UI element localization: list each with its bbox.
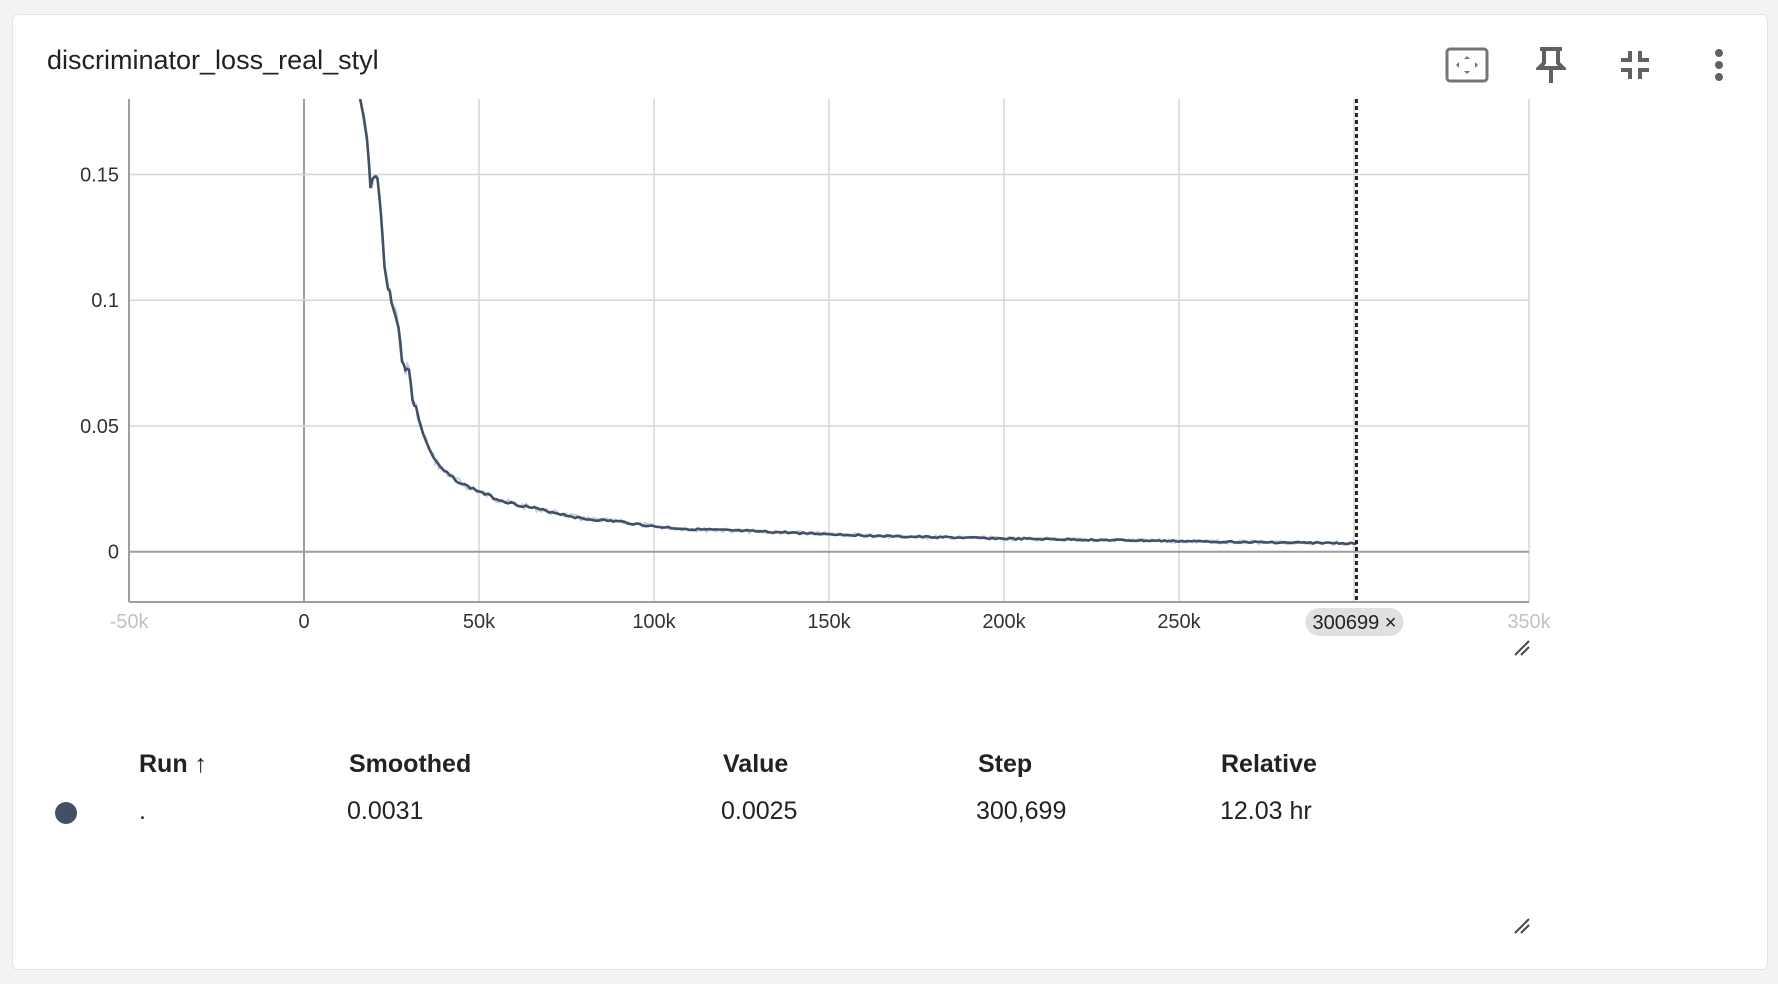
header-relative[interactable]: Relative	[1221, 750, 1317, 778]
y-tick-label: 0	[108, 542, 119, 564]
cell-relative: 12.03 hr	[1220, 797, 1312, 825]
raw-series-line	[359, 99, 1356, 547]
y-tick-label: 0.1	[91, 290, 119, 312]
header-step[interactable]: Step	[978, 750, 1033, 778]
more-vert-icon	[1715, 49, 1723, 81]
x-tick-label: -50k	[110, 611, 150, 633]
fit-domain-button[interactable]	[1445, 43, 1489, 87]
header-value[interactable]: Value	[723, 750, 789, 778]
resize-handle-chart-icon[interactable]	[1511, 637, 1531, 657]
cell-run: .	[139, 797, 146, 825]
card-title: discriminator_loss_real_styl	[47, 45, 379, 75]
card-toolbar	[1445, 43, 1741, 87]
x-tick-label: 250k	[1157, 611, 1201, 633]
x-tick-label: 100k	[632, 611, 676, 633]
cell-smoothed: 0.0031	[347, 797, 424, 825]
line-chart[interactable]: -50k050k100k150k200k250k300k350k00.050.1…	[13, 15, 1769, 735]
x-tick-label: 0	[298, 611, 309, 633]
fit-domain-icon	[1445, 47, 1489, 83]
y-tick-label: 0.15	[80, 164, 119, 186]
y-tick-label: 0.05	[80, 416, 119, 438]
x-tick-label: 50k	[463, 611, 496, 633]
more-menu-button[interactable]	[1697, 43, 1741, 87]
x-tick-label: 150k	[807, 611, 851, 633]
hover-step-label: 300699 ×	[1312, 612, 1396, 634]
pin-button[interactable]	[1529, 43, 1573, 87]
header-run[interactable]: Run ↑	[139, 750, 208, 778]
cell-value: 0.0025	[721, 797, 798, 825]
hover-step-badge	[1305, 608, 1404, 636]
smoothed-series-line	[358, 99, 1357, 546]
cell-step: 300,699	[976, 797, 1067, 825]
collapse-icon	[1621, 51, 1649, 79]
collapse-button[interactable]	[1613, 43, 1657, 87]
run-color-dot	[55, 802, 77, 824]
header-smoothed[interactable]: Smoothed	[349, 750, 472, 778]
x-tick-label: 200k	[982, 611, 1026, 633]
scalar-card: discriminator_loss_real_styl -50k 0 50k 100…	[12, 14, 1768, 970]
x-tick-label: 350k	[1507, 611, 1551, 633]
pin-icon	[1536, 47, 1566, 83]
resize-handle-table-icon[interactable]	[1511, 915, 1531, 935]
